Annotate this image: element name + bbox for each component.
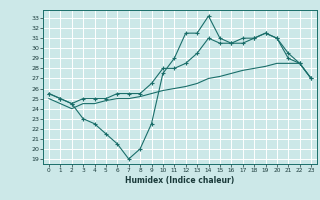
X-axis label: Humidex (Indice chaleur): Humidex (Indice chaleur) xyxy=(125,176,235,185)
